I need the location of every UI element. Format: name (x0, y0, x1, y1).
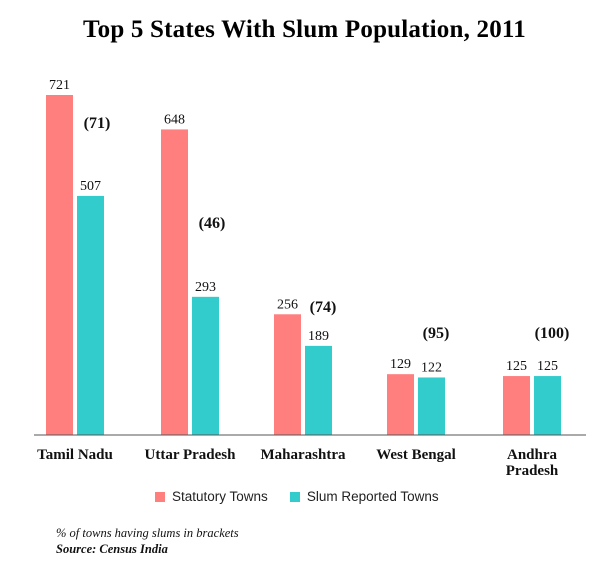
legend-item-slum-reported-towns: Slum Reported Towns (289, 489, 439, 504)
data-label-statutory-towns-andhra-pradesh: 125 (506, 359, 527, 374)
legend-label-statutory-towns: Statutory Towns (172, 489, 268, 504)
data-label-slum-reported-towns-west-bengal: 122 (421, 360, 442, 375)
source-note: Source: Census India (56, 542, 168, 556)
legend-swatch-slum-reported-towns (289, 491, 300, 502)
annotation-maharashtra: (74) (310, 299, 337, 316)
footnote: % of towns having slums in brackets (56, 526, 239, 540)
bar-slum-reported-towns-uttar-pradesh (192, 296, 219, 435)
category-label-uttar-pradesh: Uttar Pradesh (145, 447, 237, 463)
data-label-slum-reported-towns-maharashtra: 189 (308, 329, 329, 344)
bar-slum-reported-towns-tamil-nadu (77, 195, 104, 435)
bar-statutory-towns-maharashtra (274, 314, 301, 435)
category-label-maharashtra: Maharashtra (261, 447, 346, 463)
bar-slum-reported-towns-west-bengal (418, 377, 445, 435)
annotation-uttar-pradesh: (46) (199, 215, 226, 232)
legend-swatch-statutory-towns (155, 491, 165, 502)
category-label-andhra-pradesh: Andhra Pradesh (506, 447, 559, 479)
bar-slum-reported-towns-maharashtra (305, 345, 332, 435)
data-label-slum-reported-towns-uttar-pradesh: 293 (195, 280, 216, 295)
annotation-andhra-pradesh: (100) (535, 325, 570, 342)
category-label-west-bengal: West Bengal (376, 447, 456, 463)
bar-chart: 721 507 (71) Tamil Nadu 648 293 (46) Uttar Prad… (34, 78, 586, 479)
legend-label-slum-reported-towns: Slum Reported Towns (306, 489, 439, 504)
data-label-slum-reported-towns-tamil-nadu: 507 (80, 179, 101, 194)
bar-slum-reported-towns-andhra-pradesh (534, 376, 561, 435)
legend-item-statutory-towns: Statutory Towns (155, 489, 268, 504)
bar-statutory-towns-west-bengal (387, 374, 414, 435)
annotation-tamil-nadu: (71) (84, 115, 111, 132)
bar-statutory-towns-uttar-pradesh (161, 129, 188, 435)
data-label-slum-reported-towns-andhra-pradesh: 125 (537, 359, 558, 374)
chart-title: Top 5 States With Slum Population, 2011 (83, 16, 526, 43)
bar-statutory-towns-andhra-pradesh (503, 376, 530, 435)
data-label-statutory-towns-maharashtra: 256 (277, 297, 298, 312)
data-label-statutory-towns-tamil-nadu: 721 (49, 78, 70, 93)
data-label-statutory-towns-uttar-pradesh: 648 (164, 112, 185, 127)
annotation-west-bengal: (95) (423, 325, 450, 342)
category-label-tamil-nadu: Tamil Nadu (37, 447, 113, 463)
legend: Statutory Towns Slum Reported Towns (155, 489, 461, 504)
data-label-statutory-towns-west-bengal: 129 (390, 357, 411, 372)
bar-statutory-towns-tamil-nadu (46, 95, 73, 435)
